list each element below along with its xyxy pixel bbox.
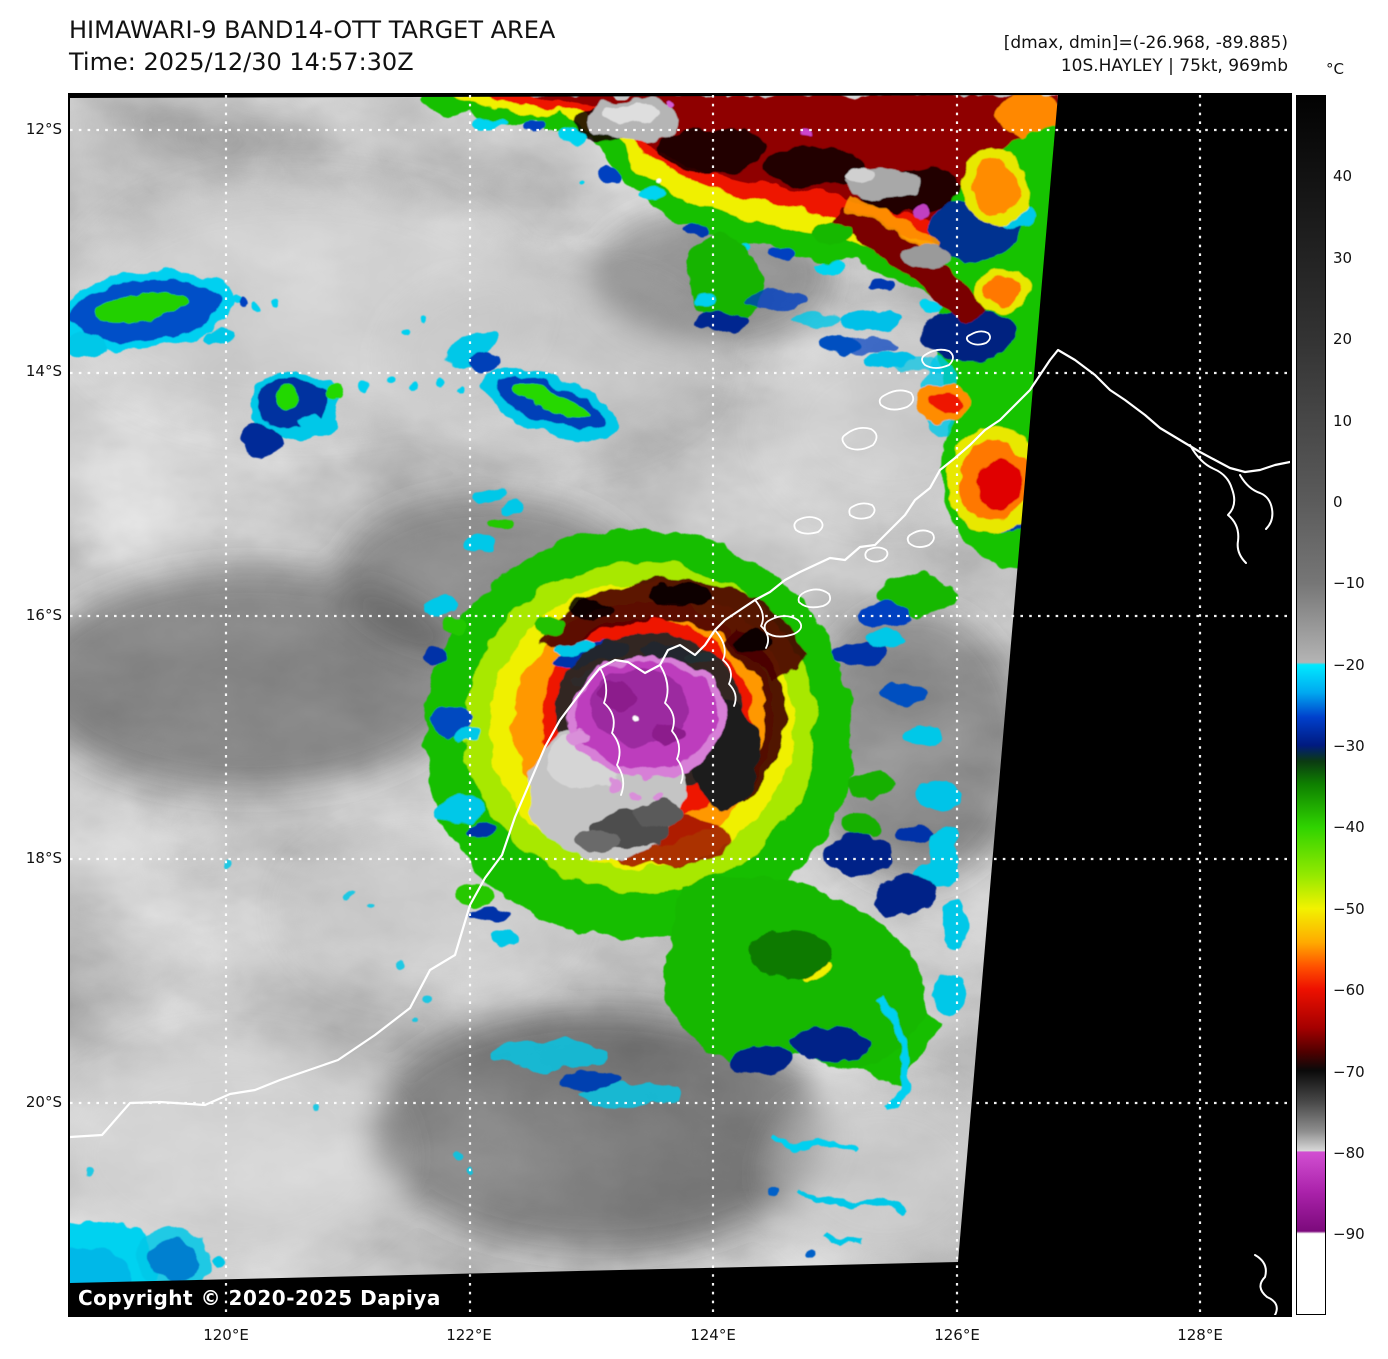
cb-tick: −80 [1333, 1144, 1365, 1162]
lon-tick-122e: 122°E [446, 1326, 492, 1344]
lon-tick-120e: 120°E [203, 1326, 249, 1344]
cb-tick: −50 [1333, 900, 1365, 918]
cb-tick: −40 [1333, 818, 1365, 836]
scan-data-region [70, 95, 1058, 1283]
cb-tick: 0 [1333, 493, 1343, 511]
satellite-image [70, 95, 1290, 1315]
product-time: Time: 2025/12/30 14:57:30Z [69, 48, 414, 76]
cb-tick: 30 [1333, 249, 1353, 267]
copyright-label: Copyright © 2020-2025 Dapiya [78, 1286, 441, 1310]
cb-tick: 10 [1333, 412, 1353, 430]
lat-tick-18s: 18°S [25, 849, 62, 867]
cb-tick: −70 [1333, 1063, 1365, 1081]
colorbar-gradient [1296, 95, 1326, 1315]
lon-tick-124e: 124°E [690, 1326, 736, 1344]
cb-tick: 20 [1333, 330, 1353, 348]
lon-tick-126e: 126°E [934, 1326, 980, 1344]
cb-tick: −10 [1333, 574, 1365, 592]
lat-tick-16s: 16°S [25, 606, 62, 624]
lon-tick-128e: 128°E [1177, 1326, 1223, 1344]
cb-tick: 40 [1333, 167, 1353, 185]
dmax-dmin-readout: [dmax, dmin]=(-26.968, -89.885) [1003, 33, 1288, 53]
cb-tick: −20 [1333, 656, 1365, 674]
satellite-map-frame [68, 93, 1292, 1317]
enhanced-cloud-tops [70, 95, 1058, 1283]
graticule-gridlines [70, 95, 1290, 1315]
lat-tick-12s: 12°S [25, 120, 62, 138]
header-right-block: [dmax, dmin]=(-26.968, -89.885) 10S.HAYL… [1004, 32, 1288, 78]
lat-tick-14s: 14°S [25, 362, 62, 380]
storm-info-readout: 10S.HAYLEY | 75kt, 969mb [1060, 56, 1288, 76]
colorbar-unit-label: °C [1326, 60, 1344, 78]
product-title: HIMAWARI-9 BAND14-OTT TARGET AREA [69, 16, 556, 44]
coastline [70, 330, 1290, 1315]
cb-tick: −60 [1333, 981, 1365, 999]
cb-tick: −90 [1333, 1225, 1365, 1243]
cb-tick: −30 [1333, 737, 1365, 755]
lat-tick-20s: 20°S [25, 1093, 62, 1111]
